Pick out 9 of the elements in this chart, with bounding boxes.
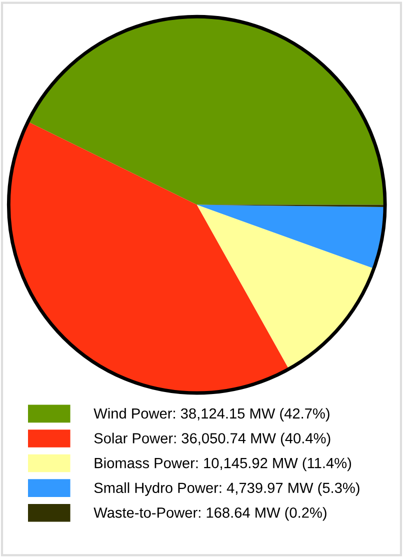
legend-label: Waste-to-Power: 168.64 MW (0.2%) xyxy=(94,507,326,521)
legend-label: Wind Power: 38,124.15 MW (42.7%) xyxy=(94,408,330,422)
pie-slice xyxy=(28,16,386,205)
pie-slice xyxy=(8,122,289,393)
legend-label: Biomass Power: 10,145.92 MW (11.4%) xyxy=(94,458,352,472)
legend-label: Solar Power: 36,050.74 MW (40.4%) xyxy=(94,432,330,446)
legend-label: Small Hydro Power: 4,739.97 MW (5.3%) xyxy=(94,482,360,496)
pie-slice xyxy=(196,204,386,269)
pie-slice xyxy=(196,204,374,369)
